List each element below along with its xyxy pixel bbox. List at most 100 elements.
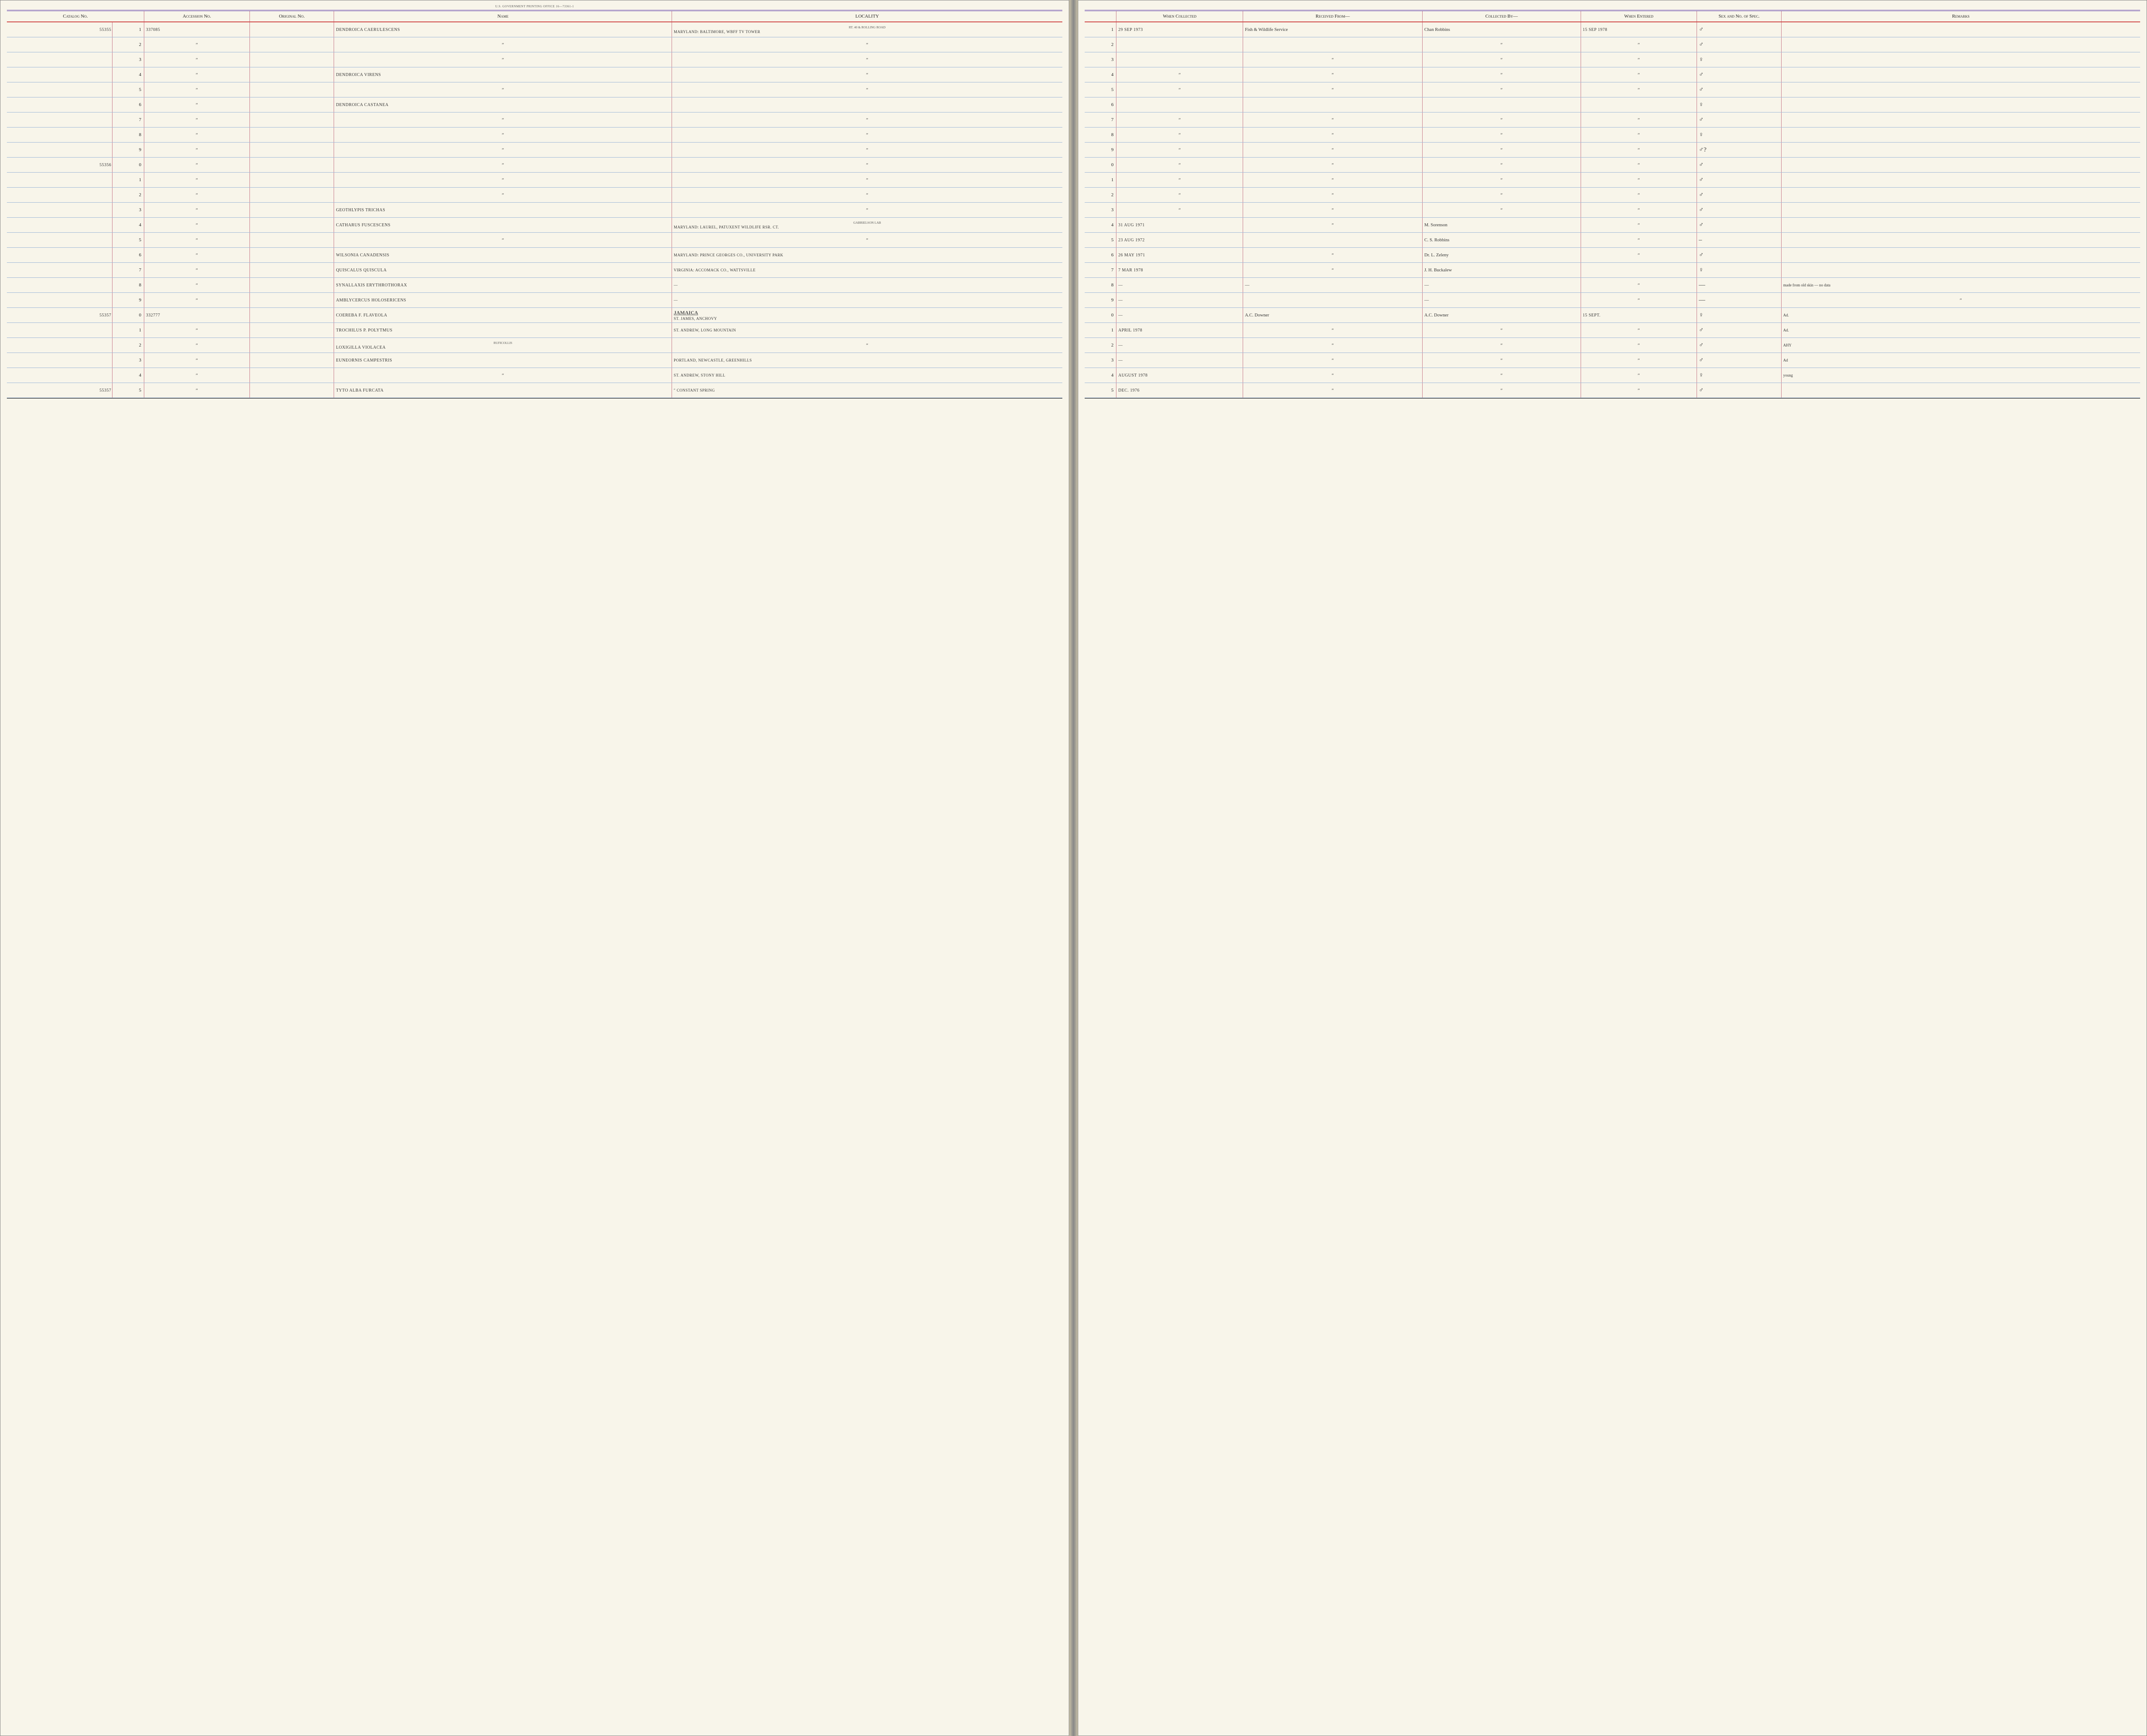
received-cell: ″ bbox=[1243, 323, 1423, 338]
when-collected-cell: ″ bbox=[1116, 82, 1243, 97]
sex-cell: — bbox=[1697, 278, 1782, 293]
catalog-cell bbox=[7, 173, 113, 188]
accession-cell: ″ bbox=[144, 112, 250, 128]
name-cell: ″ bbox=[334, 128, 672, 143]
collected-cell: ″ bbox=[1423, 128, 1581, 143]
collected-cell: — bbox=[1423, 278, 1581, 293]
table-row: 4″Dendroica virens″ bbox=[7, 67, 1062, 82]
name-cell: Euneornis campestris bbox=[334, 353, 672, 368]
print-note: U.S. GOVERNMENT PRINTING OFFICE 16—73361… bbox=[7, 5, 1062, 8]
locality-cell: ″ bbox=[672, 233, 1063, 248]
locality-cell: ″ bbox=[672, 173, 1063, 188]
when-collected-cell bbox=[1116, 37, 1243, 52]
table-row: 523 Aug 1972C. S. Robbins″– bbox=[1085, 233, 2140, 248]
catalog-cell bbox=[7, 338, 113, 353]
sex-cell: ♀ bbox=[1697, 308, 1782, 323]
catalog-cell bbox=[7, 248, 113, 263]
table-row: 77 Mar 1978″J. H. Buckalew♀ bbox=[1085, 263, 2140, 278]
collected-cell: A.C. Downer bbox=[1423, 308, 1581, 323]
entered-cell: ″ bbox=[1581, 173, 1697, 188]
row-digit: 5 bbox=[113, 383, 144, 398]
original-cell bbox=[249, 248, 334, 263]
entered-cell: ″ bbox=[1581, 112, 1697, 128]
received-cell: ″ bbox=[1243, 158, 1423, 173]
remarks-cell bbox=[1781, 112, 2140, 128]
table-row: 3″″″″♂ bbox=[1085, 203, 2140, 218]
name-cell: ″ bbox=[334, 368, 672, 383]
remarks-cell: ″ bbox=[1781, 293, 2140, 308]
hdr-received: Received From— bbox=[1243, 11, 1423, 22]
received-cell: — bbox=[1243, 278, 1423, 293]
catalog-cell bbox=[7, 82, 113, 97]
row-digit: 9 bbox=[113, 293, 144, 308]
received-cell: ″ bbox=[1243, 143, 1423, 158]
remarks-cell: young bbox=[1781, 368, 2140, 383]
original-cell bbox=[249, 308, 334, 323]
received-cell: ″ bbox=[1243, 112, 1423, 128]
row-digit: 1 bbox=[113, 323, 144, 338]
row-digit: 8 bbox=[113, 128, 144, 143]
accession-cell: ″ bbox=[144, 338, 250, 353]
accession-cell: ″ bbox=[144, 278, 250, 293]
catalog-cell bbox=[7, 67, 113, 82]
sex-cell: ♂ bbox=[1697, 173, 1782, 188]
row-digit-r: 4 bbox=[1085, 368, 1116, 383]
remarks-cell bbox=[1781, 22, 2140, 37]
received-cell: ″ bbox=[1243, 248, 1423, 263]
hdr-digit-r bbox=[1085, 11, 1116, 22]
original-cell bbox=[249, 82, 334, 97]
collected-cell: ″ bbox=[1423, 158, 1581, 173]
table-row: 129 Sep 1973Fish & Wildlife ServiceChan … bbox=[1085, 22, 2140, 37]
remarks-cell bbox=[1781, 218, 2140, 233]
remarks-cell bbox=[1781, 173, 2140, 188]
accession-cell: ″ bbox=[144, 233, 250, 248]
sex-cell: ♂ bbox=[1697, 188, 1782, 203]
original-cell bbox=[249, 338, 334, 353]
catalog-cell bbox=[7, 112, 113, 128]
entered-cell bbox=[1581, 263, 1697, 278]
received-cell: ″ bbox=[1243, 188, 1423, 203]
row-digit: 4 bbox=[113, 67, 144, 82]
hdr-collected: Collected By— bbox=[1423, 11, 1581, 22]
original-cell bbox=[249, 67, 334, 82]
row-digit: 2 bbox=[113, 338, 144, 353]
locality-cell bbox=[672, 97, 1063, 112]
entered-cell: ″ bbox=[1581, 293, 1697, 308]
row-digit: 6 bbox=[113, 248, 144, 263]
row-digit: 2 bbox=[113, 37, 144, 52]
collected-cell: ″ bbox=[1423, 203, 1581, 218]
catalog-cell: 55355 bbox=[7, 22, 113, 37]
when-collected-cell: 7 Mar 1978 bbox=[1116, 263, 1243, 278]
row-digit-r: 3 bbox=[1085, 52, 1116, 67]
row-digit: 4 bbox=[113, 368, 144, 383]
original-cell bbox=[249, 218, 334, 233]
table-row: 1″″″ bbox=[7, 173, 1062, 188]
accession-cell: ″ bbox=[144, 158, 250, 173]
entered-cell: ″ bbox=[1581, 338, 1697, 353]
remarks-cell bbox=[1781, 52, 2140, 67]
accession-cell: ″ bbox=[144, 82, 250, 97]
remarks-cell: Ad. bbox=[1781, 323, 2140, 338]
table-row: 9″Amblycercus holosericens— bbox=[7, 293, 1062, 308]
entered-cell: 15 Sep 1978 bbox=[1581, 22, 1697, 37]
table-row: 8″″″″♀ bbox=[1085, 128, 2140, 143]
row-digit: 7 bbox=[113, 112, 144, 128]
sex-cell: ♂ bbox=[1697, 158, 1782, 173]
when-collected-cell: ″ bbox=[1116, 67, 1243, 82]
table-row: 9″″″ bbox=[7, 143, 1062, 158]
when-collected-cell: April 1978 bbox=[1116, 323, 1243, 338]
sex-cell: ♂ bbox=[1697, 323, 1782, 338]
entered-cell: ″ bbox=[1581, 383, 1697, 398]
received-cell: ″ bbox=[1243, 82, 1423, 97]
locality-cell: ″ bbox=[672, 338, 1063, 353]
accession-cell: 332777 bbox=[144, 308, 250, 323]
print-note-right bbox=[1085, 5, 2140, 8]
table-row: 7″″″ bbox=[7, 112, 1062, 128]
row-digit-r: 4 bbox=[1085, 67, 1116, 82]
name-cell: Geothlypis trichas bbox=[334, 203, 672, 218]
catalog-cell bbox=[7, 128, 113, 143]
row-digit-r: 7 bbox=[1085, 263, 1116, 278]
catalog-cell bbox=[7, 263, 113, 278]
collected-cell: ″ bbox=[1423, 353, 1581, 368]
sex-cell: ♂ bbox=[1697, 338, 1782, 353]
